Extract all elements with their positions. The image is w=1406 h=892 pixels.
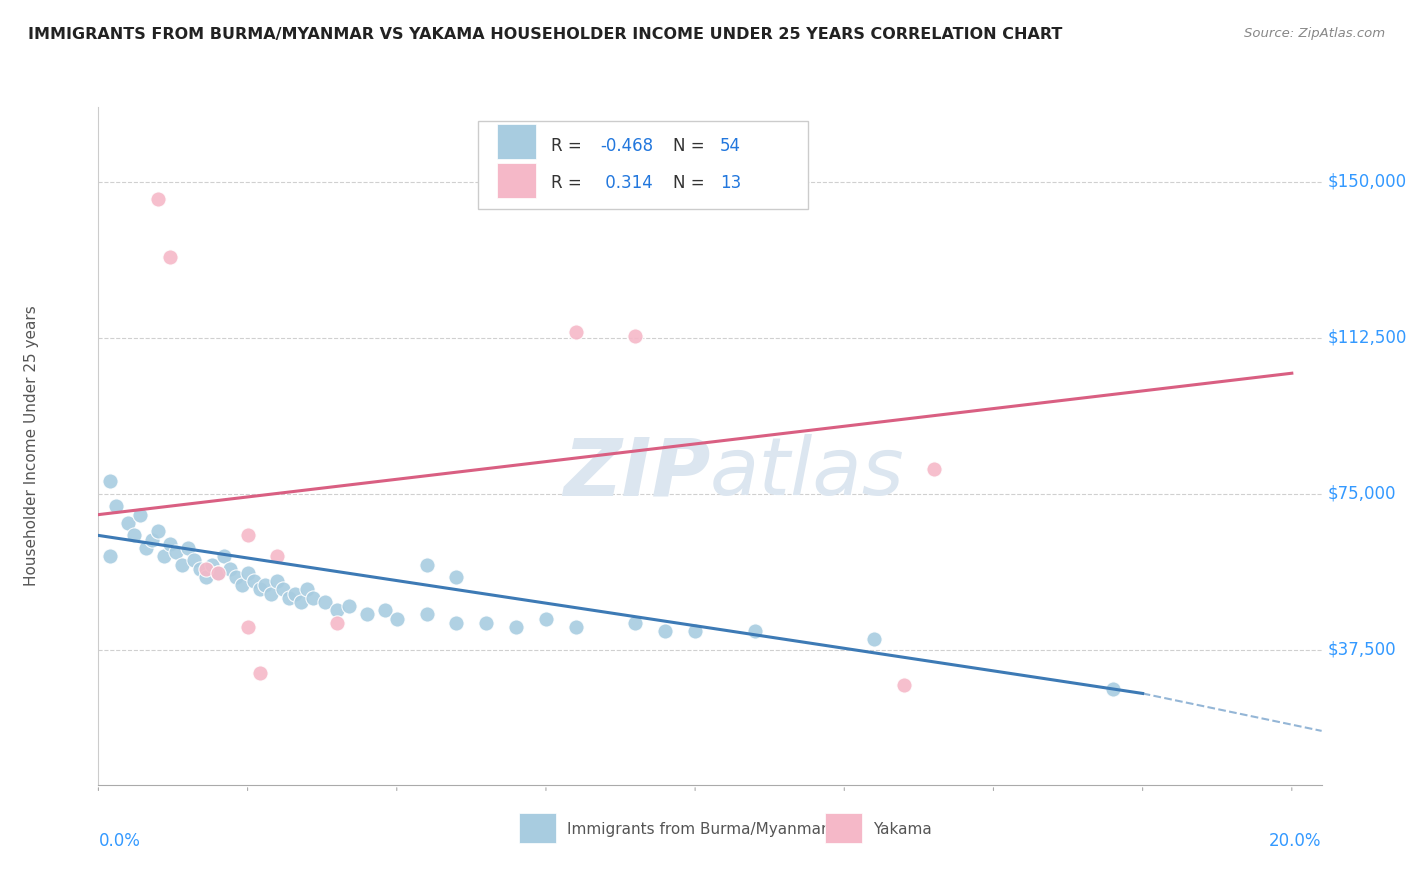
Point [273, 582, 295, 597]
Text: 0.314: 0.314 [600, 174, 652, 193]
Text: N =: N = [673, 174, 710, 193]
Point [356, 607, 378, 622]
Point [170, 558, 193, 572]
Text: -0.468: -0.468 [600, 137, 652, 155]
Point [236, 528, 259, 542]
Point [624, 328, 647, 343]
Point [153, 549, 176, 564]
Point [183, 553, 205, 567]
Point [284, 587, 307, 601]
Text: atlas: atlas [710, 434, 905, 512]
Point [218, 562, 240, 576]
Text: $112,500: $112,500 [1327, 329, 1406, 347]
Text: $37,500: $37,500 [1327, 640, 1396, 659]
Point [159, 250, 181, 264]
FancyBboxPatch shape [498, 162, 536, 198]
Point [225, 570, 247, 584]
Point [129, 508, 152, 522]
Point [922, 462, 945, 476]
Point [565, 325, 588, 339]
Text: $150,000: $150,000 [1327, 173, 1406, 191]
Point [337, 599, 360, 614]
FancyBboxPatch shape [478, 120, 808, 209]
Point [117, 516, 139, 530]
Text: 13: 13 [720, 174, 741, 193]
Point [266, 574, 288, 589]
Point [505, 620, 527, 634]
Point [212, 549, 235, 564]
Point [446, 615, 468, 630]
Point [326, 615, 349, 630]
Point [194, 562, 217, 576]
Text: Yakama: Yakama [873, 822, 931, 837]
Point [534, 611, 557, 625]
Point [297, 582, 319, 597]
Point [654, 624, 676, 638]
Text: IMMIGRANTS FROM BURMA/MYANMAR VS YAKAMA HOUSEHOLDER INCOME UNDER 25 YEARS CORREL: IMMIGRANTS FROM BURMA/MYANMAR VS YAKAMA … [28, 27, 1063, 42]
Point [207, 566, 229, 580]
Point [415, 607, 437, 622]
Point [249, 582, 271, 597]
Point [266, 549, 288, 564]
Point [446, 570, 468, 584]
Point [231, 578, 253, 592]
Text: Source: ZipAtlas.com: Source: ZipAtlas.com [1244, 27, 1385, 40]
Text: Immigrants from Burma/Myanmar: Immigrants from Burma/Myanmar [567, 822, 827, 837]
Point [863, 632, 886, 647]
Point [1101, 682, 1123, 697]
Point [893, 678, 915, 692]
Text: $75,000: $75,000 [1327, 485, 1396, 503]
Point [177, 541, 200, 555]
Text: R =: R = [551, 174, 588, 193]
Text: 20.0%: 20.0% [1270, 832, 1322, 850]
Point [385, 611, 408, 625]
Point [207, 566, 229, 580]
Text: R =: R = [551, 137, 588, 155]
Point [290, 595, 312, 609]
Point [165, 545, 187, 559]
Point [565, 620, 588, 634]
FancyBboxPatch shape [825, 814, 862, 843]
Point [683, 624, 706, 638]
Point [141, 533, 163, 547]
Point [278, 591, 301, 605]
Point [374, 603, 396, 617]
Point [146, 192, 169, 206]
Point [302, 591, 325, 605]
Point [242, 574, 264, 589]
Text: N =: N = [673, 137, 710, 155]
Point [194, 570, 217, 584]
Point [201, 558, 224, 572]
Point [254, 578, 277, 592]
FancyBboxPatch shape [498, 124, 536, 159]
Point [744, 624, 766, 638]
Point [314, 595, 336, 609]
Point [188, 562, 211, 576]
Text: 54: 54 [720, 137, 741, 155]
Point [105, 500, 128, 514]
Point [146, 524, 169, 539]
Point [260, 587, 283, 601]
Point [249, 665, 271, 680]
Point [122, 528, 145, 542]
Text: Householder Income Under 25 years: Householder Income Under 25 years [24, 306, 38, 586]
Point [98, 549, 121, 564]
Point [98, 475, 121, 489]
Point [326, 603, 349, 617]
Point [159, 537, 181, 551]
Point [415, 558, 437, 572]
Point [236, 566, 259, 580]
FancyBboxPatch shape [519, 814, 555, 843]
Text: 0.0%: 0.0% [98, 832, 141, 850]
Point [236, 620, 259, 634]
Point [475, 615, 498, 630]
Point [135, 541, 157, 555]
Text: ZIP: ZIP [562, 434, 710, 512]
Point [624, 615, 647, 630]
